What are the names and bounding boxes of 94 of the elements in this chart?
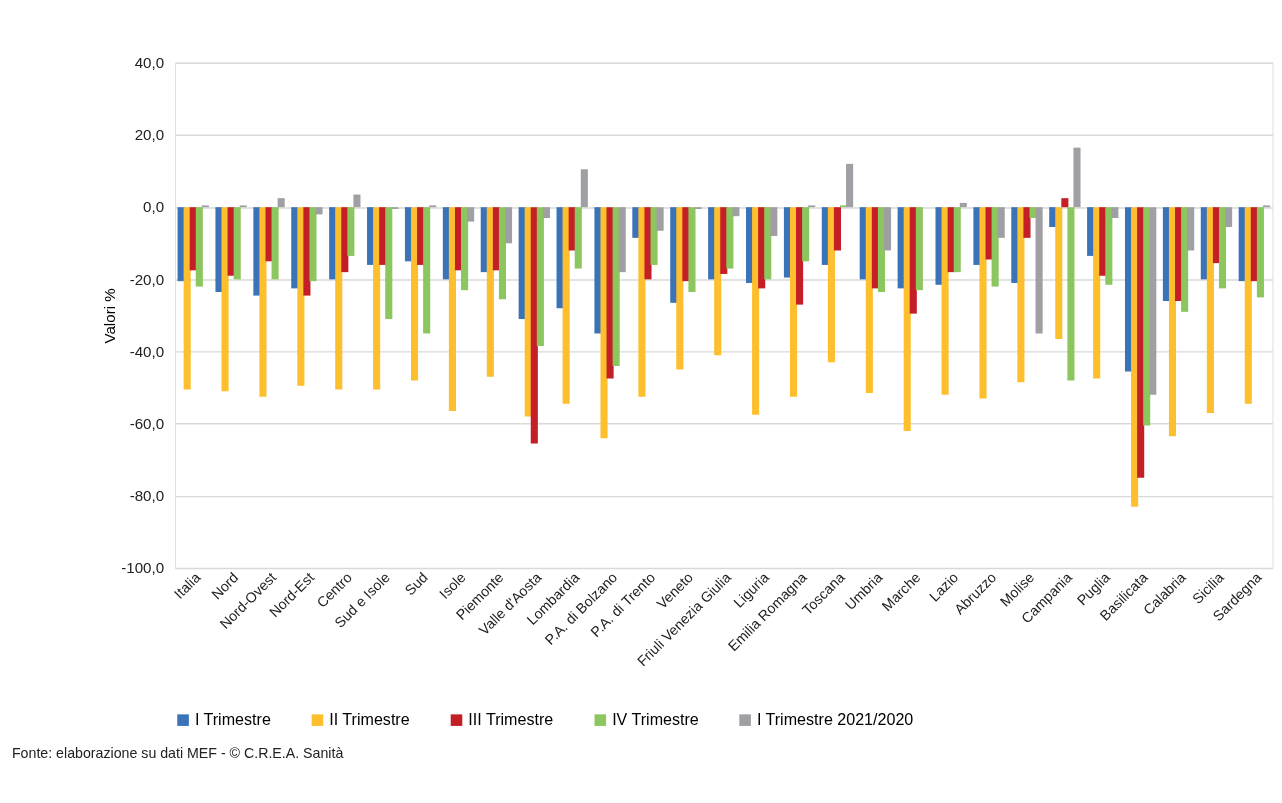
- bar: [846, 163, 854, 208]
- bar: [504, 207, 513, 244]
- legend-label: I Trimestre 2021/2020: [756, 709, 914, 728]
- bar: [467, 207, 475, 222]
- bar: [752, 207, 760, 415]
- bar: [644, 207, 652, 280]
- y-axis-title: Valori %: [100, 288, 118, 344]
- bar: [991, 207, 999, 287]
- bar: [827, 207, 835, 363]
- bar: [1187, 207, 1195, 251]
- bar: [883, 207, 892, 251]
- bar: [770, 207, 778, 237]
- bar: [1105, 207, 1113, 285]
- y-tick-label: -100,0: [121, 559, 165, 577]
- bar: [1061, 198, 1069, 208]
- y-tick-label: 20,0: [134, 126, 165, 144]
- bar: [1218, 207, 1227, 289]
- bar: [726, 207, 734, 269]
- bar: [802, 207, 810, 262]
- legend-label: III Trimestre: [468, 709, 554, 728]
- bar: [638, 207, 646, 397]
- bar: [448, 207, 456, 412]
- bar: [461, 207, 469, 291]
- bar: [233, 207, 241, 280]
- bar: [903, 207, 911, 431]
- bar: [865, 207, 873, 394]
- bar: [195, 207, 203, 287]
- bar: [536, 207, 544, 347]
- bar: [1055, 207, 1063, 339]
- bar: [277, 198, 285, 208]
- bar: [764, 207, 772, 280]
- bar: [373, 207, 381, 390]
- bar: [574, 207, 582, 269]
- bar: [385, 207, 393, 320]
- bar: [1225, 207, 1233, 228]
- bar: [271, 207, 279, 280]
- bar: [580, 169, 588, 208]
- bar: [1168, 207, 1177, 437]
- bar: [997, 207, 1005, 238]
- bar: [221, 207, 229, 392]
- bar: [833, 207, 842, 251]
- bar: [1181, 207, 1189, 312]
- bar: [656, 207, 664, 231]
- legend-label: I Trimestre: [194, 709, 271, 728]
- bar: [1206, 207, 1214, 413]
- bar: [941, 207, 949, 395]
- bar: [423, 207, 431, 334]
- y-tick-label: -60,0: [129, 414, 165, 432]
- bar: [1093, 207, 1101, 379]
- bar: [1023, 207, 1031, 238]
- bar: [411, 207, 419, 381]
- bar: [1035, 207, 1043, 334]
- bar: [732, 207, 740, 217]
- bar: [915, 207, 923, 291]
- bar: [486, 207, 494, 377]
- bar: [650, 207, 658, 265]
- y-tick-label: -80,0: [129, 487, 165, 505]
- bar: [688, 207, 696, 292]
- bar: [562, 207, 570, 404]
- bar: [183, 207, 191, 390]
- bar: [530, 207, 538, 444]
- bar: [618, 207, 626, 273]
- bar: [600, 207, 608, 439]
- bar: [335, 207, 343, 390]
- bar: [979, 207, 987, 399]
- bar: [953, 207, 961, 273]
- bar: [1017, 207, 1025, 383]
- source-note: Fonte: elaborazione su dati MEF - © C.R.E.A. Sanità: [11, 745, 344, 762]
- bar: [714, 207, 722, 356]
- bar: [1149, 207, 1157, 395]
- bar: [877, 207, 885, 292]
- bar: [1111, 207, 1119, 219]
- y-tick-label: 40,0: [134, 54, 165, 72]
- bar: [498, 207, 507, 300]
- bar: [309, 207, 317, 282]
- y-tick-label: -20,0: [129, 270, 165, 288]
- bar: [1244, 207, 1252, 404]
- bar: [959, 202, 967, 208]
- legend-label: II Trimestre: [329, 709, 410, 728]
- bar: [796, 207, 804, 305]
- bar: [347, 207, 355, 256]
- bar: [789, 207, 798, 397]
- legend-label: IV Trimestre: [612, 709, 699, 728]
- bar: [259, 207, 267, 397]
- y-tick-label: -40,0: [129, 342, 165, 360]
- bar: [315, 207, 323, 215]
- bar: [1073, 147, 1081, 208]
- y-tick-label: 0,0: [143, 198, 165, 216]
- bar: [612, 207, 620, 366]
- bar: [542, 207, 550, 219]
- bar: [1256, 207, 1264, 298]
- x-tick-label: Sud: [401, 569, 431, 599]
- bar: [353, 194, 361, 208]
- bar: [1067, 207, 1075, 381]
